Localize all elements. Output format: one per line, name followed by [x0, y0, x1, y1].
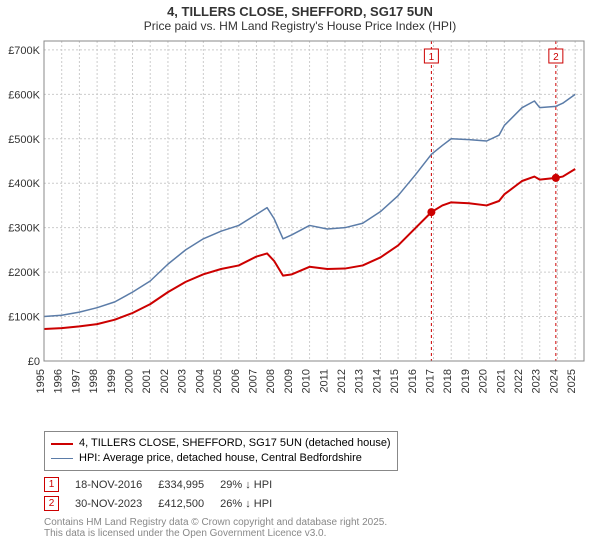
- svg-text:2020: 2020: [478, 369, 490, 393]
- svg-text:2022: 2022: [513, 369, 525, 393]
- svg-text:£200K: £200K: [8, 267, 40, 279]
- sale-marker-num: 2: [44, 496, 59, 511]
- svg-text:1: 1: [429, 52, 435, 63]
- svg-text:1999: 1999: [106, 369, 118, 393]
- sale-price: £334,995: [158, 475, 220, 494]
- legend-label: HPI: Average price, detached house, Cent…: [79, 451, 362, 466]
- svg-text:2013: 2013: [354, 369, 366, 393]
- title-block: 4, TILLERS CLOSE, SHEFFORD, SG17 5UN Pri…: [0, 0, 600, 35]
- svg-text:2014: 2014: [371, 369, 383, 393]
- svg-text:2015: 2015: [389, 369, 401, 393]
- svg-text:2004: 2004: [194, 369, 206, 393]
- sale-hpi-delta: 26% ↓ HPI: [220, 494, 288, 513]
- sale-date: 18-NOV-2016: [75, 475, 158, 494]
- footer-copyright: Contains HM Land Registry data © Crown c…: [44, 517, 556, 528]
- legend-swatch: [51, 458, 73, 459]
- legend: 4, TILLERS CLOSE, SHEFFORD, SG17 5UN (de…: [44, 431, 398, 471]
- svg-text:£300K: £300K: [8, 223, 40, 235]
- chart: £0 £100K £200K £300K £400K £500K £600K £700K 199…: [0, 35, 600, 425]
- svg-text:£500K: £500K: [8, 134, 40, 146]
- legend-label: 4, TILLERS CLOSE, SHEFFORD, SG17 5UN (de…: [79, 436, 391, 451]
- svg-text:2023: 2023: [531, 369, 543, 393]
- legend-swatch: [51, 443, 73, 445]
- legend-entry: 4, TILLERS CLOSE, SHEFFORD, SG17 5UN (de…: [51, 436, 391, 451]
- svg-text:£100K: £100K: [8, 312, 40, 324]
- footer-licence: This data is licensed under the Open Gov…: [44, 528, 556, 539]
- title-subtitle: Price paid vs. HM Land Registry's House …: [0, 19, 600, 33]
- svg-text:2000: 2000: [124, 369, 136, 393]
- svg-text:2016: 2016: [407, 369, 419, 393]
- sale-hpi-delta: 29% ↓ HPI: [220, 475, 288, 494]
- sale-date: 30-NOV-2023: [75, 494, 158, 513]
- sale-row: 2 30-NOV-2023£412,50026% ↓ HPI: [44, 494, 288, 513]
- svg-text:2021: 2021: [495, 369, 507, 393]
- svg-text:£400K: £400K: [8, 178, 40, 190]
- sale-price: £412,500: [158, 494, 220, 513]
- footer: Contains HM Land Registry data © Crown c…: [44, 517, 556, 539]
- svg-text:2019: 2019: [460, 369, 472, 393]
- svg-text:2010: 2010: [301, 369, 313, 393]
- sales-markers-table: 1 18-NOV-2016£334,99529% ↓ HPI 2 30-NOV-202…: [44, 475, 556, 513]
- svg-text:2007: 2007: [247, 369, 259, 393]
- svg-text:2009: 2009: [283, 369, 295, 393]
- svg-text:2025: 2025: [566, 369, 578, 393]
- svg-text:2017: 2017: [425, 369, 437, 393]
- svg-text:2001: 2001: [141, 369, 153, 393]
- svg-text:2006: 2006: [230, 369, 242, 393]
- svg-text:1997: 1997: [70, 369, 82, 393]
- svg-text:2005: 2005: [212, 369, 224, 393]
- svg-text:2018: 2018: [442, 369, 454, 393]
- svg-text:1998: 1998: [88, 369, 100, 393]
- svg-text:2003: 2003: [177, 369, 189, 393]
- svg-text:2: 2: [553, 52, 559, 63]
- title-address: 4, TILLERS CLOSE, SHEFFORD, SG17 5UN: [0, 4, 600, 19]
- svg-text:1996: 1996: [53, 369, 65, 393]
- svg-text:2008: 2008: [265, 369, 277, 393]
- sale-marker-num: 1: [44, 477, 59, 492]
- svg-text:2024: 2024: [548, 369, 560, 393]
- svg-text:2011: 2011: [318, 369, 330, 393]
- legend-entry: HPI: Average price, detached house, Cent…: [51, 451, 391, 466]
- svg-text:2002: 2002: [159, 369, 171, 393]
- svg-text:£0: £0: [28, 356, 40, 368]
- svg-text:2012: 2012: [336, 369, 348, 393]
- svg-text:£700K: £700K: [8, 45, 40, 57]
- svg-text:1995: 1995: [35, 369, 47, 393]
- sale-row: 1 18-NOV-2016£334,99529% ↓ HPI: [44, 475, 288, 494]
- svg-text:£600K: £600K: [8, 89, 40, 101]
